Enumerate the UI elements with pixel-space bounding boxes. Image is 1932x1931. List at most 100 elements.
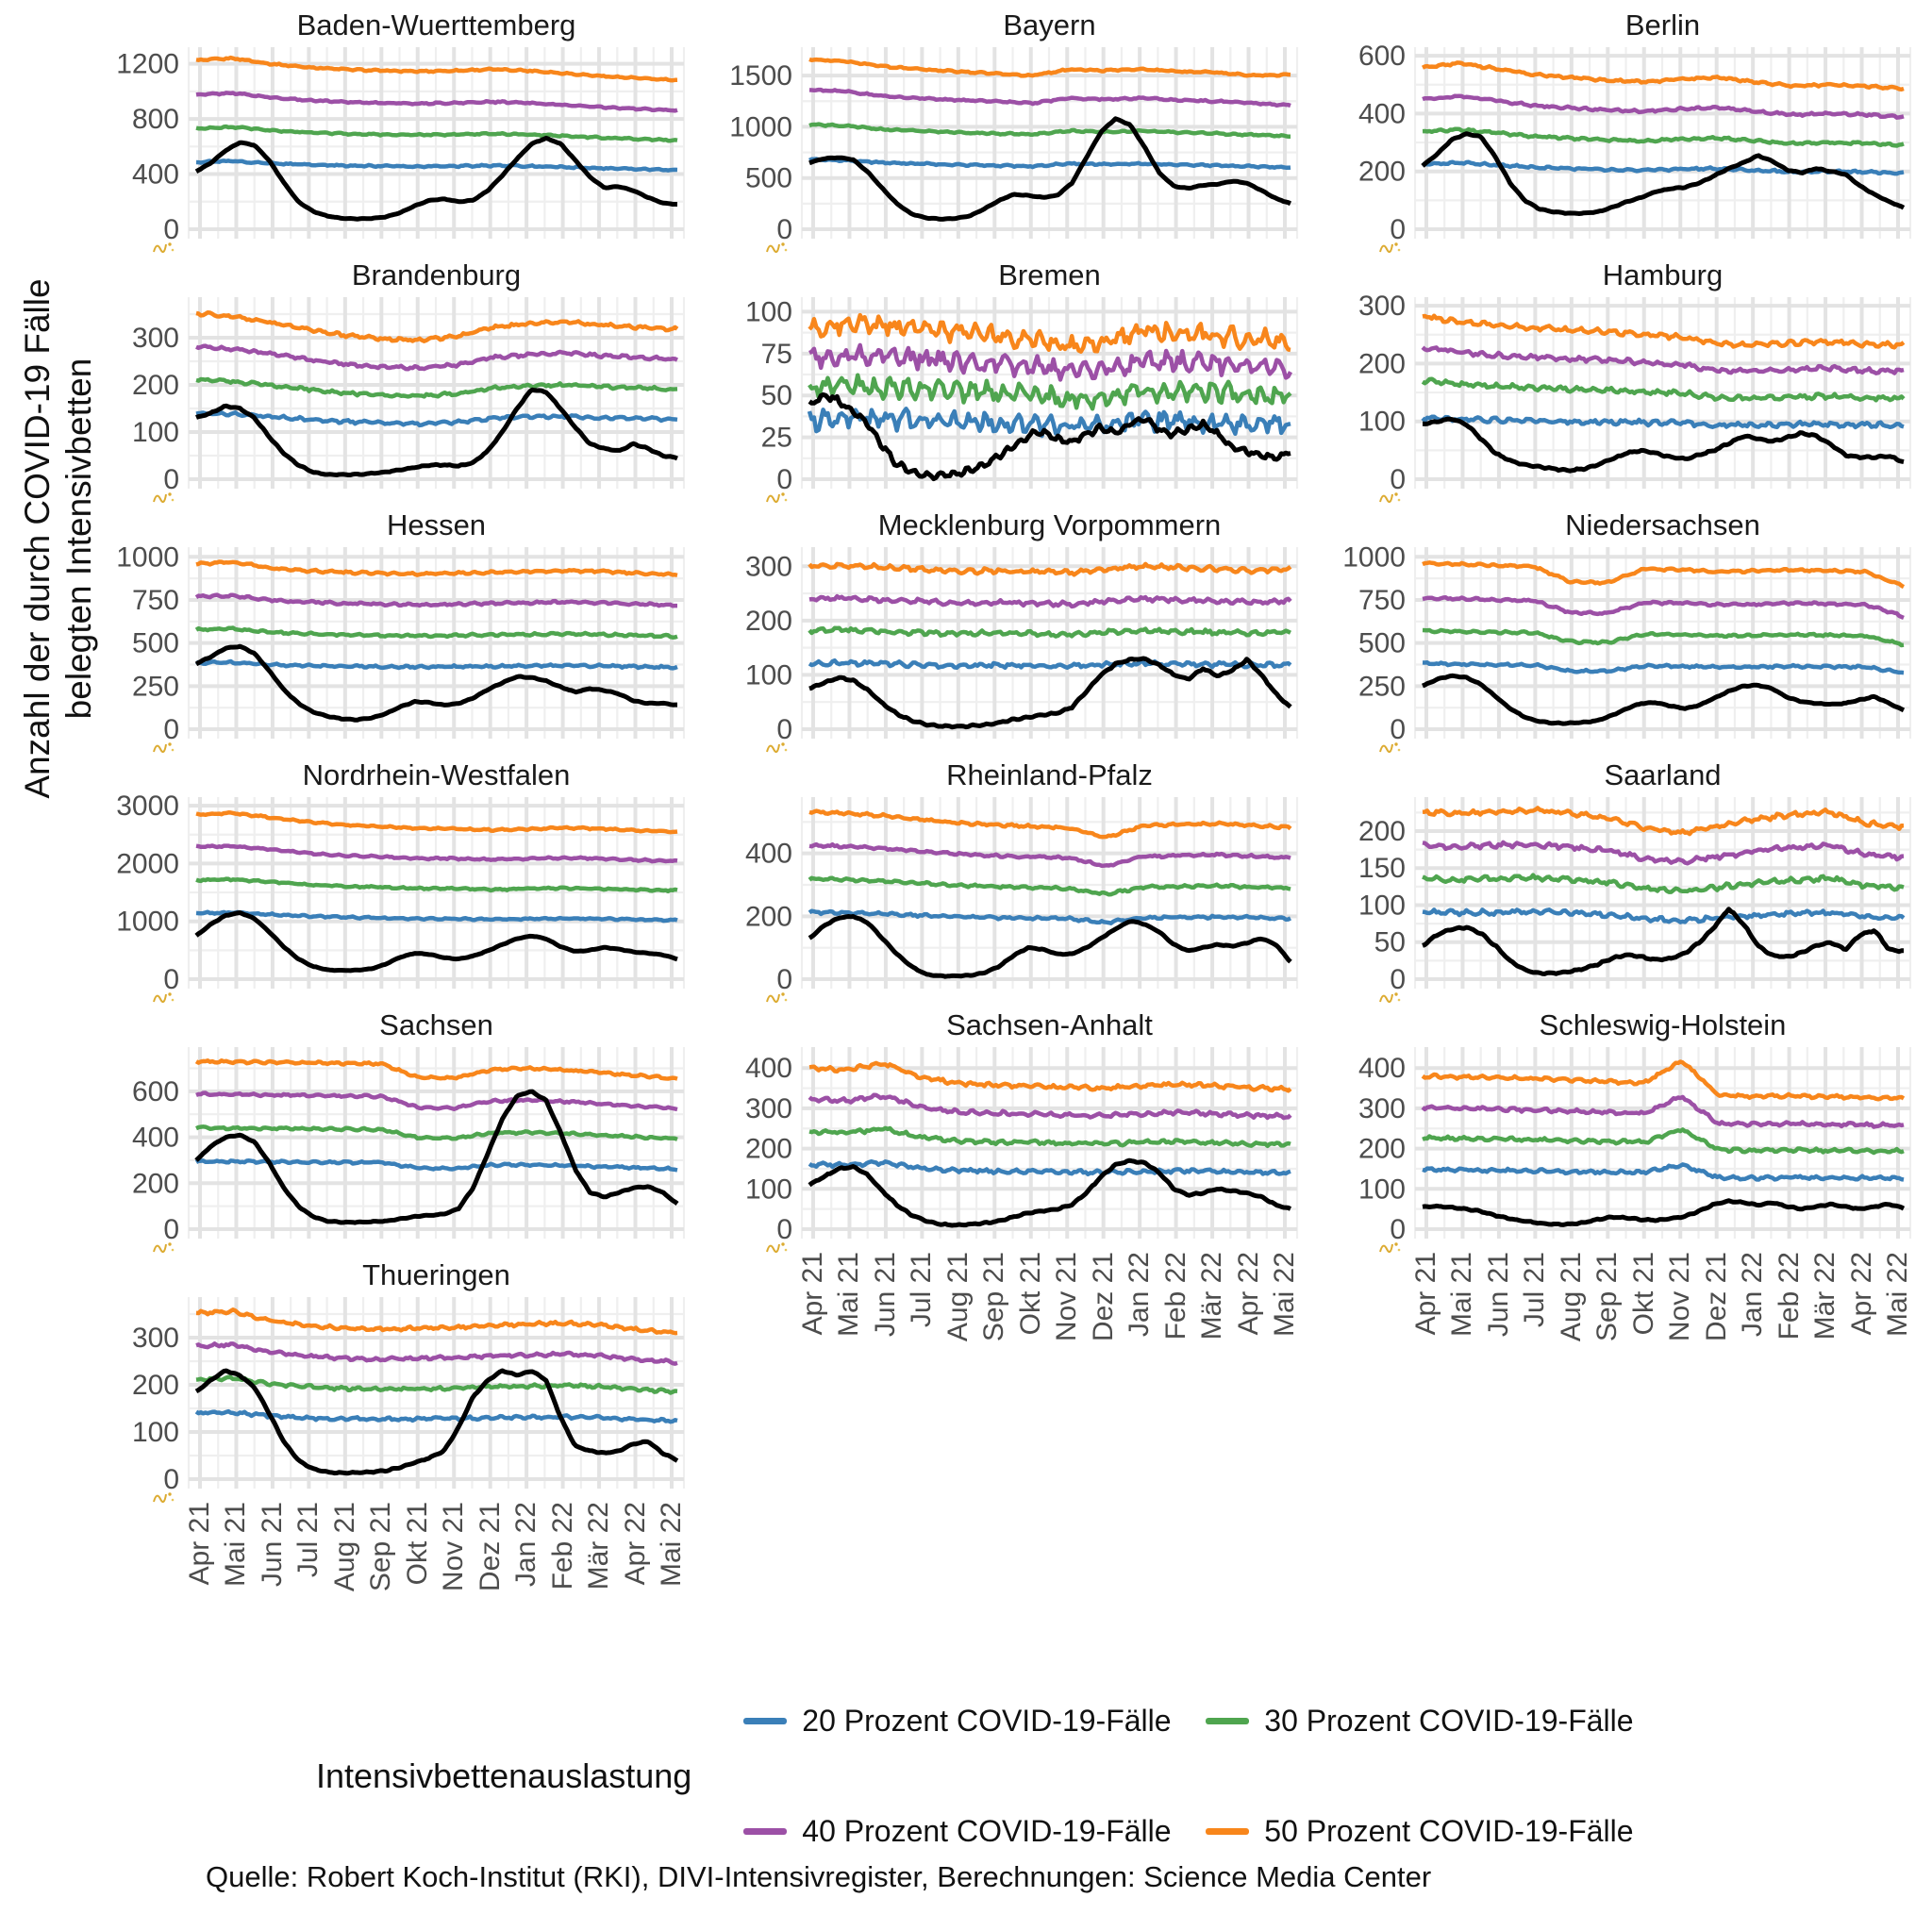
gold-scribble-icon [1379,992,1401,1004]
line-30-prozent [194,625,678,640]
gold-scribble [764,1238,791,1261]
facet-plot-hamburg: 0 100 200 300 [1358,295,1912,495]
y-tick-labels: 0 100 200 300 [745,551,792,745]
line-40-prozent [1421,345,1905,375]
x-tick-label: Mai 21 [1446,1252,1478,1338]
facet-title: Bayern [1003,8,1096,42]
line-50-prozent [1421,60,1905,92]
legend-entry: 40 Prozent COVID-19-Fälle [743,1814,1187,1849]
x-tick-label: Jul 21 [906,1252,938,1328]
facet-title: Sachsen [379,1008,493,1041]
x-axis-labels: Apr 21 Mai 21 Jun 21 Jul 21 Aug 21 Sep 21 Okt … [1321,1248,1915,1420]
facet-mecklenburg-vorpommern: Mecklenburg Vorpommern 0 100 200 300 [708,508,1302,754]
x-tick-label: Nov 21 [1664,1252,1696,1342]
x-tick-label: Aug 21 [941,1252,974,1342]
y-tick-label: 100 [132,417,179,448]
y-tick-label: 750 [132,585,179,616]
x-tick-label: Feb 22 [1159,1252,1191,1340]
y-tick-label: 0 [163,464,179,495]
y-tick-label: 0 [1390,964,1406,995]
line-30-prozent [808,625,1292,639]
y-tick-label: 0 [776,714,792,745]
x-tick-label: Jan 22 [1124,1252,1156,1338]
gold-scribble [151,1238,177,1261]
y-tick-label: 200 [1358,157,1406,188]
x-tick-label: Feb 22 [1773,1252,1805,1340]
y-tick-label: 600 [132,1076,179,1107]
y-tick-labels: 0 250 500 750 1000 [1342,545,1406,745]
line-20-prozent [807,407,1291,439]
x-tick-label: Apr 22 [619,1502,651,1586]
y-tick-label: 300 [745,1093,792,1124]
gold-scribble-icon [153,1492,175,1504]
line-actual-occupancy [808,1157,1292,1228]
y-tick-label: 1500 [729,60,792,92]
x-tick-label: Aug 21 [1555,1252,1587,1342]
line-20-prozent [808,1158,1291,1177]
gold-scribble-icon [153,242,175,254]
y-tick-label: 100 [1358,407,1406,438]
line-40-prozent [1422,840,1905,866]
facet-bayern: Bayern 0 500 1000 1500 [708,8,1302,254]
line-30-prozent [195,124,678,143]
facet-plot-thueringen: 0 100 200 300 [132,1297,686,1495]
x-tick-label: Jun 21 [869,1252,901,1338]
y-tick-label: 25 [761,423,792,454]
line-40-prozent [808,593,1292,609]
line-30-prozent [1422,873,1905,894]
gold-scribble [151,738,177,761]
y-tick-label: 150 [1358,853,1406,884]
y-tick-labels: 0 200 400 [745,839,792,995]
x-tick-label: Mai 21 [220,1502,252,1588]
legend-entry-label: 40 Prozent COVID-19-Fälle [802,1814,1172,1848]
x-tick-label: Mär 22 [1809,1252,1841,1340]
line-20-prozent [194,1408,678,1424]
y-tick-label: 0 [163,714,179,745]
facet-plot-niedersachsen: 0 250 500 750 1000 [1342,545,1912,745]
line-50-prozent [808,561,1292,577]
source-caption: Quelle: Robert Koch-Institut (RKI), DIVI… [206,1860,1432,1893]
legend-entry: 20 Prozent COVID-19-Fälle [743,1704,1187,1739]
y-tick-label: 0 [776,464,792,495]
x-tick-label: Aug 21 [328,1502,360,1592]
y-tick-label: 300 [132,1323,179,1354]
gold-scribble-icon [766,242,788,254]
grid-major-lines [802,797,1297,989]
facet-title: Hamburg [1602,258,1724,291]
line-actual-occupancy [1422,673,1906,726]
y-tick-label: 300 [132,323,179,354]
line-20-prozent [808,658,1292,671]
facet-title: Schleswig-Holstein [1539,1008,1787,1041]
line-actual-occupancy [808,914,1292,979]
facet-title: Saarland [1604,758,1722,791]
x-tick-label: Nov 21 [1051,1252,1083,1342]
gold-scribble-icon [1379,1242,1401,1254]
facet-plot-bremen: 0 25 50 75 100 [745,296,1299,495]
line-20-prozent [808,908,1292,925]
gold-scribble [151,1488,177,1511]
gold-scribble-icon [766,742,788,754]
line-30-prozent [1421,376,1906,403]
facet-plot-nordrhein-westfalen: 0 1000 2000 3000 [116,795,686,995]
line-20-prozent [195,909,678,924]
gold-scribble [151,488,177,511]
x-tick-label: Apr 21 [797,1252,828,1336]
y-tick-label: 1000 [116,907,179,938]
grid-minor-lines [1413,1047,1912,1239]
facet-grid: Baden-Wuerttemberg 0 400 800 1200 Bayern 0 500 1… [94,8,1915,1591]
y-tick-labels: 0 400 800 1200 [116,49,179,245]
y-tick-label: 0 [1390,214,1406,245]
y-tick-label: 100 [132,1417,179,1448]
x-tick-label: Sep 21 [978,1252,1010,1342]
line-50-prozent [195,810,678,835]
line-50-prozent [808,312,1291,354]
y-tick-label: 500 [132,628,179,659]
facet-title: Brandenburg [351,258,522,291]
legend-title: Intensivbettenauslastung [316,1756,692,1795]
y-tick-label: 200 [1358,348,1406,379]
y-tick-label: 800 [132,104,179,135]
x-tick-label: Mär 22 [583,1502,615,1590]
line-30-prozent [195,1124,678,1141]
legend-entry-label: 30 Prozent COVID-19-Fälle [1264,1704,1634,1738]
line-20-prozent [1422,1162,1905,1182]
